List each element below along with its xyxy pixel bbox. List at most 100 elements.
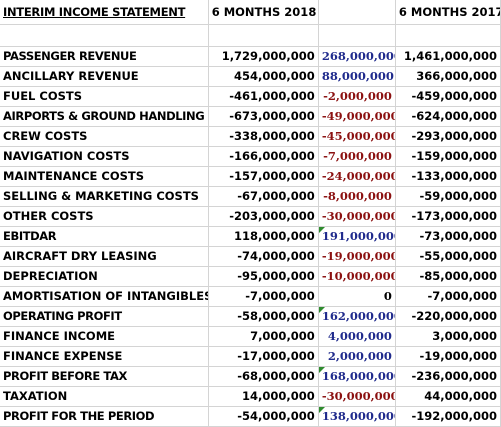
- difference-cell[interactable]: -8,000,000: [318, 186, 396, 207]
- table-row: OTHER COSTS -203,000,000 -30,000,000 -173,0…: [0, 206, 501, 227]
- blank-cell[interactable]: [318, 24, 396, 47]
- value-2017-cell[interactable]: -159,000,000: [395, 146, 501, 167]
- blank-cell[interactable]: [208, 24, 319, 47]
- difference-cell[interactable]: -2,000,000: [318, 86, 396, 107]
- value-2017-cell[interactable]: -133,000,000: [395, 166, 501, 187]
- value-2018-cell[interactable]: -673,000,000: [208, 106, 319, 127]
- row-label-cell[interactable]: NAVIGATION COSTS: [0, 146, 209, 167]
- value-2018-cell[interactable]: 1,729,000,000: [208, 46, 319, 67]
- table-row: FUEL COSTS -461,000,000 -2,000,000 -459,000…: [0, 86, 501, 107]
- value-2018-cell[interactable]: -58,000,000: [208, 306, 319, 327]
- row-label-cell[interactable]: PROFIT BEFORE TAX: [0, 366, 209, 387]
- row-label-cell[interactable]: EBITDAR: [0, 226, 209, 247]
- table-row: ANCILLARY REVENUE 454,000,000 88,000,000 36…: [0, 66, 501, 87]
- difference-cell[interactable]: 168,000,000: [318, 366, 396, 387]
- table-row: FINANCE INCOME 7,000,000 4,000,000 3,000,00…: [0, 326, 501, 347]
- row-label-cell[interactable]: DEPRECIATION: [0, 266, 209, 287]
- value-2017-cell[interactable]: -85,000,000: [395, 266, 501, 287]
- difference-cell[interactable]: -7,000,000: [318, 146, 396, 167]
- blank-cell[interactable]: [0, 24, 209, 47]
- statement-title: INTERIM INCOME STATEMENT: [3, 5, 186, 19]
- value-2018-cell[interactable]: 454,000,000: [208, 66, 319, 87]
- row-label-cell[interactable]: MAINTENANCE COSTS: [0, 166, 209, 187]
- table-row: CREW COSTS -338,000,000 -45,000,000 -293,00…: [0, 126, 501, 147]
- value-2017-cell[interactable]: -7,000,000: [395, 286, 501, 307]
- value-2018-cell[interactable]: 14,000,000: [208, 386, 319, 407]
- value-2018-cell[interactable]: 118,000,000: [208, 226, 319, 247]
- difference-cell[interactable]: -45,000,000: [318, 126, 396, 147]
- difference-cell[interactable]: 268,000,000: [318, 46, 396, 67]
- value-2018-cell[interactable]: -17,000,000: [208, 346, 319, 367]
- value-2018-cell[interactable]: -7,000,000: [208, 286, 319, 307]
- value-2018-cell[interactable]: -203,000,000: [208, 206, 319, 227]
- value-2017-cell[interactable]: 1,461,000,000: [395, 46, 501, 67]
- value-2017-cell[interactable]: -459,000,000: [395, 86, 501, 107]
- table-row: PROFIT FOR THE PERIOD -54,000,000 138,000,…: [0, 406, 501, 427]
- header-diff-cell[interactable]: [318, 0, 396, 25]
- value-2018-cell[interactable]: -338,000,000: [208, 126, 319, 147]
- blank-row: [0, 24, 501, 47]
- value-2017-cell[interactable]: 3,000,000: [395, 326, 501, 347]
- value-2017-cell[interactable]: 366,000,000: [395, 66, 501, 87]
- value-2017-cell[interactable]: -220,000,000: [395, 306, 501, 327]
- difference-cell[interactable]: -30,000,000: [318, 206, 396, 227]
- header-2017-cell[interactable]: 6 MONTHS 2017: [395, 0, 501, 25]
- difference-cell[interactable]: 191,000,000: [318, 226, 396, 247]
- value-2017-cell[interactable]: 44,000,000: [395, 386, 501, 407]
- value-2017-cell[interactable]: -73,000,000: [395, 226, 501, 247]
- table-row: PROFIT BEFORE TAX -68,000,000 168,000,000-…: [0, 366, 501, 387]
- row-label-cell[interactable]: FUEL COSTS: [0, 86, 209, 107]
- difference-cell[interactable]: 0: [318, 286, 396, 307]
- difference-cell[interactable]: 4,000,000: [318, 326, 396, 347]
- value-2017-cell[interactable]: -19,000,000: [395, 346, 501, 367]
- value-2018-cell[interactable]: -157,000,000: [208, 166, 319, 187]
- row-label-cell[interactable]: ANCILLARY REVENUE: [0, 66, 209, 87]
- row-label-cell[interactable]: PROFIT FOR THE PERIOD: [0, 406, 209, 427]
- table-row: FINANCE EXPENSE -17,000,000 2,000,000 -19,0…: [0, 346, 501, 367]
- table-row: SELLING & MARKETING COSTS -67,000,000 -8,0…: [0, 186, 501, 207]
- value-2018-cell[interactable]: -54,000,000: [208, 406, 319, 427]
- value-2018-cell[interactable]: -67,000,000: [208, 186, 319, 207]
- difference-cell[interactable]: -24,000,000: [318, 166, 396, 187]
- row-label-cell[interactable]: PASSENGER REVENUE: [0, 46, 209, 67]
- difference-cell[interactable]: -49,000,000: [318, 106, 396, 127]
- value-2017-cell[interactable]: -55,000,000: [395, 246, 501, 267]
- value-2018-cell[interactable]: -95,000,000: [208, 266, 319, 287]
- difference-cell[interactable]: 162,000,000: [318, 306, 396, 327]
- value-2018-cell[interactable]: -68,000,000: [208, 366, 319, 387]
- value-2018-cell[interactable]: -166,000,000: [208, 146, 319, 167]
- row-label-cell[interactable]: OTHER COSTS: [0, 206, 209, 227]
- header-title-cell[interactable]: INTERIM INCOME STATEMENT: [0, 0, 209, 25]
- difference-cell[interactable]: -10,000,000: [318, 266, 396, 287]
- row-label-cell[interactable]: OPERATING PROFIT: [0, 306, 209, 327]
- value-2018-cell[interactable]: -461,000,000: [208, 86, 319, 107]
- blank-cell[interactable]: [395, 24, 501, 47]
- row-label-cell[interactable]: CREW COSTS: [0, 126, 209, 147]
- difference-cell[interactable]: 138,000,000: [318, 406, 396, 427]
- table-row: OPERATING PROFIT -58,000,000 162,000,000 -2…: [0, 306, 501, 327]
- value-2017-cell[interactable]: -293,000,000: [395, 126, 501, 147]
- value-2018-cell[interactable]: -74,000,000: [208, 246, 319, 267]
- difference-cell[interactable]: 88,000,000: [318, 66, 396, 87]
- row-label-cell[interactable]: AIRPORTS & GROUND HANDLING: [0, 106, 209, 127]
- row-label-cell[interactable]: AMORTISATION OF INTANGIBLES: [0, 286, 209, 307]
- row-label-cell[interactable]: FINANCE INCOME: [0, 326, 209, 347]
- row-label-cell[interactable]: SELLING & MARKETING COSTS: [0, 186, 209, 207]
- row-label-cell[interactable]: TAXATION: [0, 386, 209, 407]
- value-2017-cell[interactable]: -59,000,000: [395, 186, 501, 207]
- value-2017-cell[interactable]: -173,000,000: [395, 206, 501, 227]
- row-label-cell[interactable]: FINANCE EXPENSE: [0, 346, 209, 367]
- difference-cell[interactable]: -30,000,000: [318, 386, 396, 407]
- value-2018-cell[interactable]: 7,000,000: [208, 326, 319, 347]
- table-row: DEPRECIATION -95,000,000 -10,000,000 -85,00…: [0, 266, 501, 287]
- header-row: INTERIM INCOME STATEMENT 6 MONTHS 2018 6…: [0, 0, 501, 25]
- header-2018-cell[interactable]: 6 MONTHS 2018: [208, 0, 319, 25]
- value-2017-cell[interactable]: -236,000,000: [395, 366, 501, 387]
- value-2017-cell[interactable]: -624,000,000: [395, 106, 501, 127]
- value-2017-cell[interactable]: -192,000,000: [395, 406, 501, 427]
- row-label-cell[interactable]: AIRCRAFT DRY LEASING: [0, 246, 209, 267]
- table-row: TAXATION 14,000,000 -30,000,000 44,000,000: [0, 386, 501, 407]
- difference-cell[interactable]: 2,000,000: [318, 346, 396, 367]
- difference-cell[interactable]: -19,000,000: [318, 246, 396, 267]
